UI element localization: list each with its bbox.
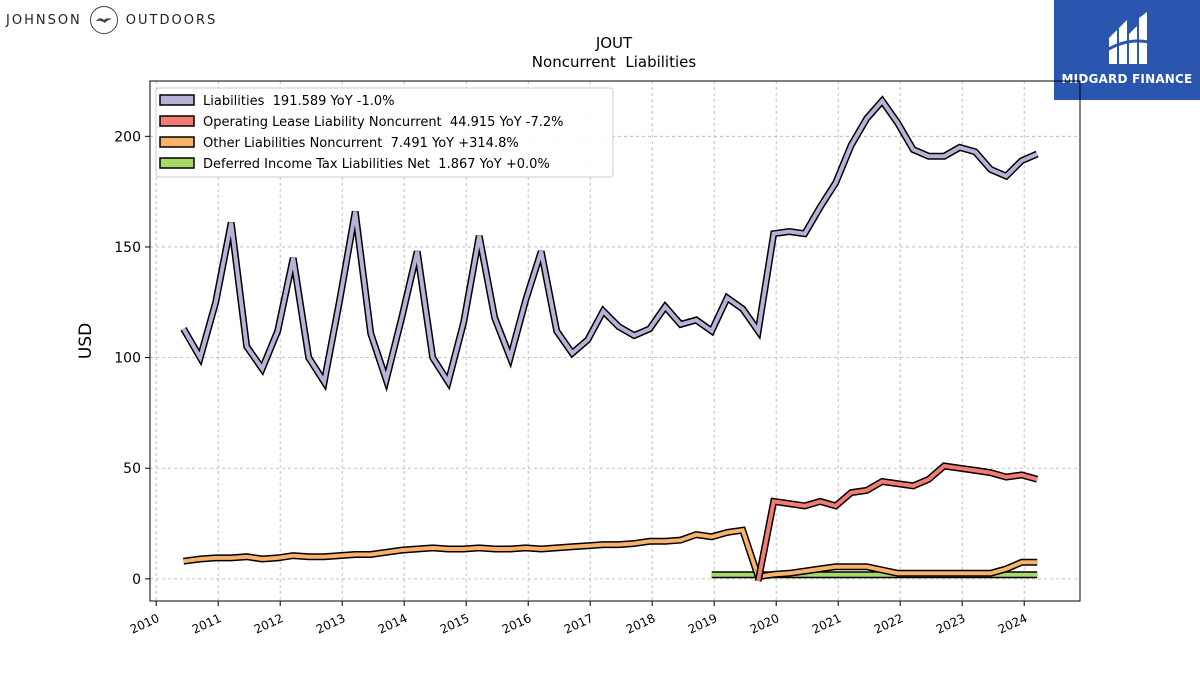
logo-word-johnson: JOHNSON: [6, 12, 82, 28]
y-tick-label: 0: [132, 572, 141, 588]
midgard-finance-name: MIDGARD FINANCE: [1061, 72, 1193, 86]
legend-box: [155, 87, 614, 178]
midgard-mark-icon: [1106, 12, 1150, 64]
x-tick-label: 2011: [190, 611, 224, 637]
x-tick-label: 2020: [748, 611, 782, 637]
legend: Liabilities 191.589 YoY -1.0% Operating L…: [155, 87, 614, 178]
legend-item: Liabilities 191.589 YoY -1.0%: [159, 94, 395, 109]
chart-title: JOUT: [595, 34, 633, 52]
series-3-line: [183, 526, 1038, 581]
x-tick-label: 2015: [438, 611, 472, 637]
x-tick-label: 2018: [624, 611, 658, 637]
y-tick-label: 150: [114, 240, 141, 256]
legend-item: Operating Lease Liability Noncurrent 44.…: [159, 115, 564, 130]
series-1-line: [180, 95, 1039, 393]
series-2-line: [754, 462, 1039, 582]
series-stroke: [181, 97, 1038, 388]
legend-swatch: [159, 115, 195, 127]
plot-frame: [149, 80, 1081, 602]
x-tick-label: 2013: [314, 611, 348, 637]
series-lines: [180, 95, 1039, 582]
x-tick-label: 2023: [934, 611, 968, 637]
y-tick-label: 100: [114, 351, 141, 367]
series-outline: [183, 526, 1038, 581]
legend-item: Deferred Income Tax Liabilities Net 1.86…: [159, 157, 550, 172]
x-tick-label: 2016: [500, 611, 534, 637]
x-tick-label: 2019: [686, 611, 720, 637]
x-tick-label: 2010: [128, 611, 162, 637]
legend-label: Liabilities 191.589 YoY -1.0%: [203, 94, 395, 109]
x-tick-label: 2017: [562, 611, 596, 637]
legend-swatch: [159, 136, 195, 148]
legend-swatch: [159, 94, 195, 106]
legend-swatch: [159, 157, 195, 169]
johnson-outdoors-logo: JOHNSON OUTDOORS: [6, 6, 217, 34]
legend-label: Operating Lease Liability Noncurrent 44.…: [203, 115, 564, 130]
midgard-finance-logo: MIDGARD FINANCE: [1054, 0, 1200, 100]
y-tick-label: 50: [123, 461, 141, 477]
y-axis-label: USD: [76, 323, 96, 359]
legend-item: Other Liabilities Noncurrent 7.491 YoY +…: [159, 136, 519, 151]
grid: [150, 81, 1080, 601]
series-stroke: [183, 527, 1038, 579]
x-tick-label: 2022: [872, 611, 906, 637]
chart-subtitle: Noncurrent Liabilities: [532, 53, 697, 71]
x-tick-label: 2021: [810, 611, 844, 637]
bird-emblem-icon: [89, 6, 118, 34]
x-tick-label: 2014: [376, 611, 410, 637]
x-tick-label: 2024: [996, 611, 1030, 637]
series-stroke: [756, 463, 1038, 582]
legend-label: Deferred Income Tax Liabilities Net 1.86…: [203, 157, 550, 172]
x-tick-label: 2012: [252, 611, 286, 637]
legend-label: Other Liabilities Noncurrent 7.491 YoY +…: [203, 136, 519, 151]
y-tick-label: 200: [114, 129, 141, 145]
logo-word-outdoors: OUTDOORS: [125, 12, 218, 28]
